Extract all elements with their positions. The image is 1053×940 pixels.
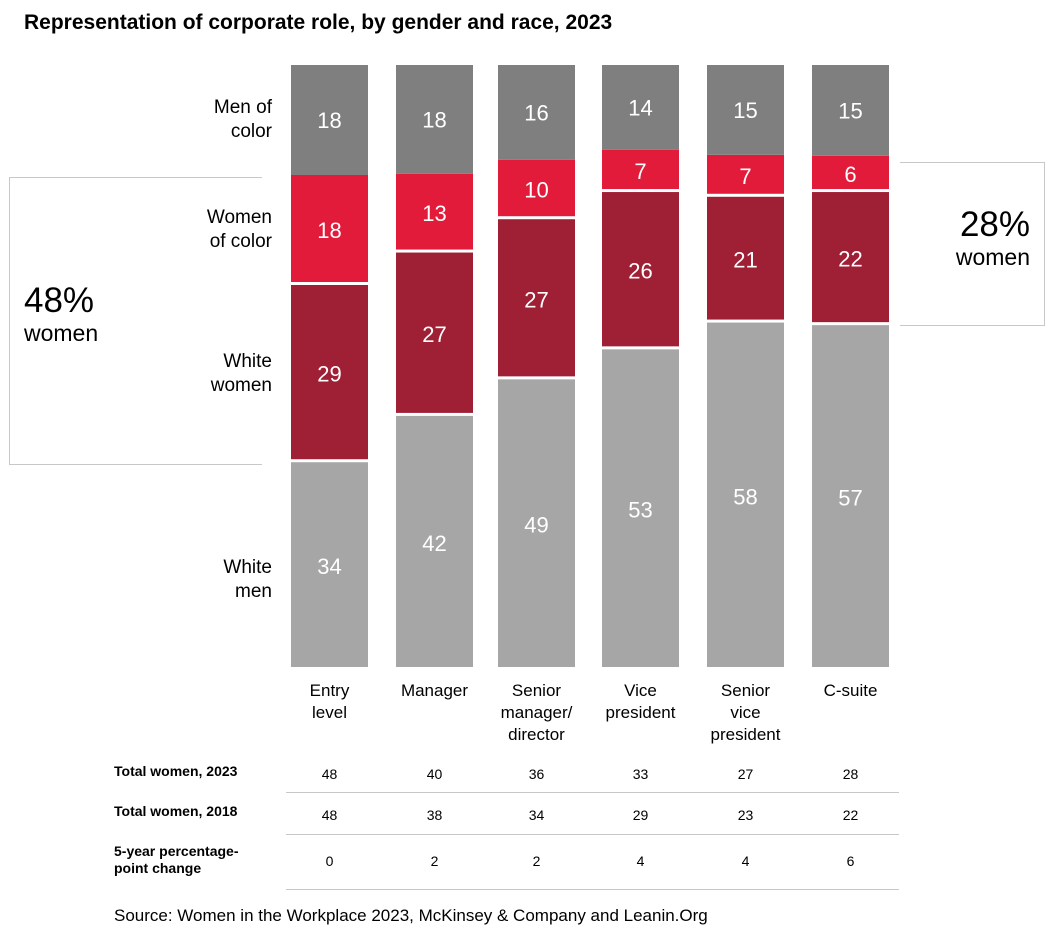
bar-value-label: 10 (524, 178, 548, 203)
bar-value-label: 13 (422, 201, 446, 226)
bar-value-label: 18 (422, 107, 446, 132)
callout-right-percent: 28% (959, 205, 1030, 244)
bar-segment (396, 65, 473, 174)
bar-value-label: 27 (422, 322, 446, 347)
bar-segment (602, 149, 679, 190)
series-label: White women (210, 350, 272, 396)
category-label: C-suite (823, 681, 878, 700)
bar-value-label: 26 (628, 259, 652, 284)
bar-segment (291, 462, 368, 667)
table-cell: 48 (321, 807, 338, 823)
bar-segment (602, 192, 679, 347)
table-cell: 28 (842, 766, 859, 782)
bar-segment (498, 65, 575, 160)
bar-value-label: 6 (844, 162, 856, 187)
category-label: Senior vice president (710, 681, 781, 744)
summary-table: Total women, 2023 48 40 36 33 27 28 Total women… (0, 752, 1053, 892)
bar-segment (812, 325, 889, 667)
table-cell: 48 (321, 766, 338, 782)
bar-value-label: 18 (317, 218, 341, 243)
bar-value-label: 16 (524, 100, 548, 125)
bar-value-label: 57 (838, 486, 862, 511)
bar-value-label: 7 (634, 159, 646, 184)
table-divider (286, 834, 899, 835)
bar-segment (396, 173, 473, 250)
table-row-label: 5-year percentage- point change (114, 843, 239, 876)
bar-segment (707, 65, 784, 155)
source-note: Source: Women in the Workplace 2023, McK… (114, 906, 708, 925)
table-cell: 2 (430, 853, 439, 869)
category-label: Senior manager/ director (500, 681, 573, 744)
bar-value-label: 7 (739, 164, 751, 189)
bar-value-label: 21 (733, 248, 757, 273)
bar-value-label: 15 (733, 98, 757, 123)
callout-right-label: women (955, 244, 1030, 270)
bar-segment (812, 155, 889, 190)
bar-value-label: 22 (838, 247, 862, 272)
table-cell: 22 (842, 807, 859, 823)
bar-segment (602, 349, 679, 667)
bar-segment (498, 159, 575, 217)
table-row-label: Total women, 2023 (114, 763, 238, 779)
callout-left-percent: 48% (24, 281, 95, 320)
bar-segment (707, 154, 784, 194)
table-cell: 2 (532, 853, 541, 869)
bar-segment (812, 192, 889, 323)
callout-left-label: women (24, 320, 99, 346)
table-cell: 4 (636, 853, 645, 869)
category-label: Manager (400, 681, 469, 700)
bar-segment (291, 175, 368, 282)
bar-value-label: 42 (422, 531, 446, 556)
table-cell: 29 (632, 807, 649, 823)
table-cell: 23 (737, 807, 754, 823)
bar-value-label: 58 (733, 484, 757, 509)
category-label: Entry level (309, 681, 350, 722)
bar-value-label: 34 (317, 554, 341, 579)
bar-segment (498, 219, 575, 377)
bar-segment (707, 196, 784, 320)
bar-segment (812, 65, 889, 156)
bar-segment (396, 415, 473, 667)
bar-value-label: 14 (628, 95, 652, 120)
bar-value-label: 15 (838, 98, 862, 123)
stacked-bar-chart: 34 29 18 18 42 27 13 18 49 27 10 16 53 26 7 14 58 21 7 15 57… (291, 65, 889, 667)
table-cell: 36 (528, 766, 545, 782)
bar-value-label: 29 (317, 362, 341, 387)
callout-left-bracket: 48% women (9, 177, 262, 465)
table-cell: 40 (426, 766, 443, 782)
table-cell: 4 (741, 853, 750, 869)
bar-value-label: 49 (524, 513, 548, 538)
bar-value-label: 27 (524, 287, 548, 312)
bar-segment (707, 322, 784, 667)
table-cell: 33 (632, 766, 649, 782)
bar-value-label: 18 (317, 108, 341, 133)
bar-value-label: 53 (628, 498, 652, 523)
callout-right-bracket: 28% women (900, 162, 1045, 326)
bar-segment (291, 65, 368, 175)
chart-title: Representation of corporate role, by gen… (24, 11, 613, 34)
series-label: White men (223, 557, 272, 603)
series-label: Women of color (206, 207, 272, 252)
series-label: Men of color (213, 97, 272, 142)
bar-segment (396, 252, 473, 413)
bar-segment (291, 285, 368, 460)
table-cell: 0 (325, 853, 334, 869)
table-divider (286, 889, 899, 890)
bar-segment (602, 65, 679, 150)
table-cell: 6 (846, 853, 855, 869)
table-cell: 34 (528, 807, 545, 823)
table-cell: 27 (737, 766, 754, 782)
category-label: Vice president (605, 681, 676, 722)
bar-segment (498, 379, 575, 667)
table-row-label: Total women, 2018 (114, 803, 238, 819)
table-cell: 38 (426, 807, 443, 823)
table-divider (286, 792, 899, 793)
